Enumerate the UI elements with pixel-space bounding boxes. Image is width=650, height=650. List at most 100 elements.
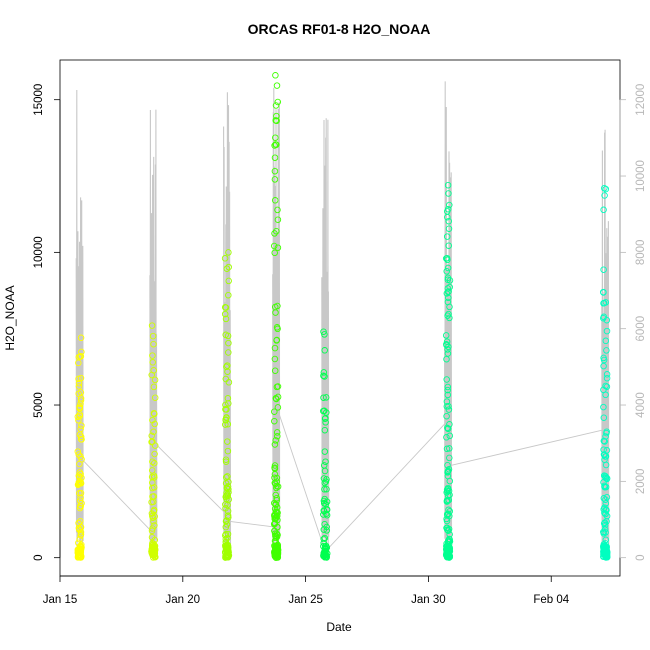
chart-title: ORCAS RF01-8 H2O_NOAA [248, 21, 431, 37]
data-point [271, 417, 278, 425]
data-point [443, 290, 451, 297]
data-point [444, 298, 452, 306]
data-point [445, 225, 453, 232]
data-point [603, 347, 610, 354]
y2-tick-label-6: 12000 [635, 84, 647, 116]
data-point [151, 459, 158, 467]
flight-series-2 [221, 249, 233, 561]
data-point [225, 291, 232, 299]
data-point [151, 522, 158, 529]
data-point [602, 510, 609, 518]
data-point [321, 347, 328, 354]
data-point [223, 517, 230, 524]
data-point [222, 458, 230, 465]
data-point [272, 102, 280, 109]
data-point [151, 450, 158, 458]
data-point [443, 445, 451, 453]
data-point [444, 312, 451, 319]
data-point [271, 471, 279, 478]
data-point [600, 542, 607, 550]
data-point [446, 477, 454, 485]
x-tick-label-1: Jan 20 [166, 594, 201, 606]
data-point [320, 372, 327, 380]
data-point [222, 421, 229, 428]
data-point [225, 277, 232, 285]
x-tick-label-3: Jan 30 [411, 594, 446, 606]
data-point [323, 511, 331, 519]
data-point [224, 362, 231, 369]
data-point [444, 264, 452, 272]
y2-tick-label-1: 2000 [635, 469, 647, 495]
data-point [271, 154, 279, 161]
data-point [223, 521, 231, 528]
data-point [225, 339, 232, 347]
data-point [602, 500, 610, 507]
data-point [222, 474, 230, 481]
data-point [271, 462, 279, 469]
data-point [150, 428, 157, 436]
data-point [323, 527, 331, 534]
data-point [271, 249, 278, 257]
data-point [444, 461, 451, 469]
flight-series-6 [600, 184, 611, 561]
data-point [443, 376, 450, 383]
data-point [270, 242, 278, 250]
data-point [444, 425, 452, 432]
data-point [601, 509, 608, 517]
y2-tick-label-0: 0 [635, 554, 647, 560]
data-point [75, 390, 82, 397]
data-point [274, 531, 281, 539]
x-tick-label-2: Jan 25 [288, 594, 323, 606]
data-point [222, 406, 229, 413]
data-point [274, 216, 282, 223]
connector-line-0 [79, 456, 154, 534]
data-point [321, 486, 328, 493]
data-point [445, 310, 452, 318]
data-point [150, 506, 158, 514]
data-point [149, 493, 156, 500]
plot-box [59, 59, 621, 577]
data-point [274, 244, 282, 251]
data-point [272, 513, 280, 521]
altitude-trace-5 [444, 81, 453, 548]
data-point [77, 353, 85, 360]
data-point [225, 379, 233, 386]
data-point [75, 383, 83, 390]
data-point [148, 467, 156, 474]
data-point [601, 482, 608, 490]
data-point [271, 408, 278, 415]
data-point [602, 496, 609, 503]
data-point [272, 550, 279, 558]
data-point [600, 354, 607, 362]
series-layer [74, 72, 611, 561]
data-point [149, 484, 156, 492]
data-point [323, 409, 330, 416]
data-point [274, 404, 282, 411]
data-point [602, 453, 609, 460]
y-tick-label-1: 5000 [33, 392, 45, 418]
data-point [224, 534, 231, 542]
data-point [444, 469, 451, 476]
flight-series-4 [320, 328, 331, 561]
data-point [77, 551, 84, 559]
data-point [271, 520, 279, 528]
x-tick-label-0: Jan 15 [43, 594, 78, 606]
data-point [271, 511, 278, 519]
data-point [444, 492, 452, 499]
data-point [443, 268, 450, 275]
data-point [221, 255, 229, 262]
connector-line-3 [275, 404, 326, 552]
data-point [443, 412, 450, 420]
data-point [600, 314, 607, 322]
data-point [442, 255, 450, 262]
data-point [223, 485, 231, 492]
data-point [272, 72, 279, 79]
data-point [222, 531, 230, 538]
altitude-trace-1 [149, 109, 158, 550]
data-point [224, 438, 231, 445]
data-point [224, 554, 232, 561]
data-point [149, 416, 156, 424]
data-point [150, 518, 157, 525]
data-point [603, 316, 611, 324]
data-point [77, 531, 85, 538]
